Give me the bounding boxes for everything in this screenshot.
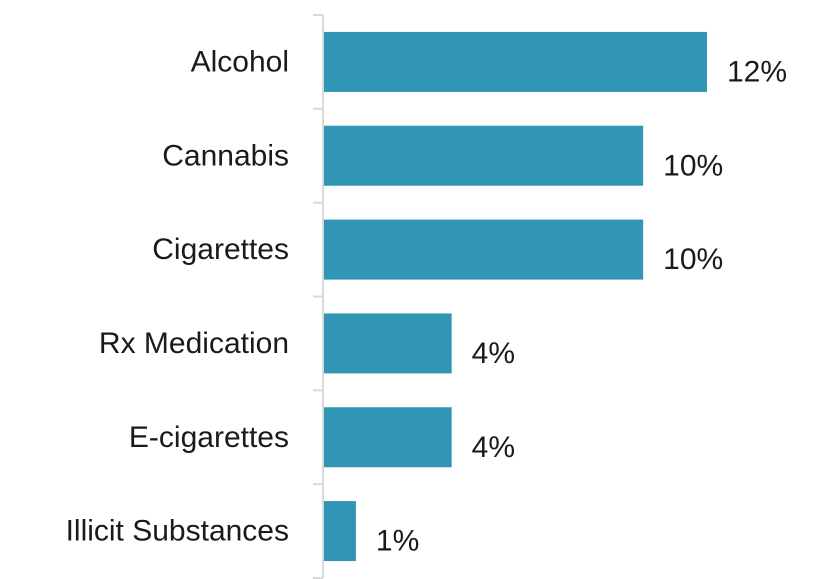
value-label: 4%: [472, 431, 515, 464]
value-labels: 12% 10% 10% 4% 4% 1%: [376, 55, 787, 557]
value-label: 12%: [727, 55, 787, 88]
bar-e-cigarettes: [324, 407, 452, 468]
category-label: E-cigarettes: [129, 421, 289, 454]
bars: [324, 31, 707, 562]
bar-cigarettes: [324, 219, 644, 280]
category-label: Alcohol: [191, 45, 289, 78]
bar-rx-medication: [324, 313, 452, 374]
category-label: Illicit Substances: [66, 515, 289, 548]
category-label: Cannabis: [162, 139, 289, 172]
category-label: Rx Medication: [99, 327, 289, 360]
category-axis: [313, 14, 324, 579]
category-labels: Alcohol Cannabis Cigarettes Rx Medication E-…: [66, 45, 289, 547]
value-label: 4%: [472, 337, 515, 370]
value-label: 1%: [376, 525, 419, 558]
value-label: 10%: [663, 149, 723, 182]
category-label: Cigarettes: [152, 233, 289, 266]
bar-cannabis: [324, 125, 644, 186]
bar-alcohol: [324, 31, 707, 92]
value-label: 10%: [663, 243, 723, 276]
bar-illicit-substances: [324, 501, 356, 562]
